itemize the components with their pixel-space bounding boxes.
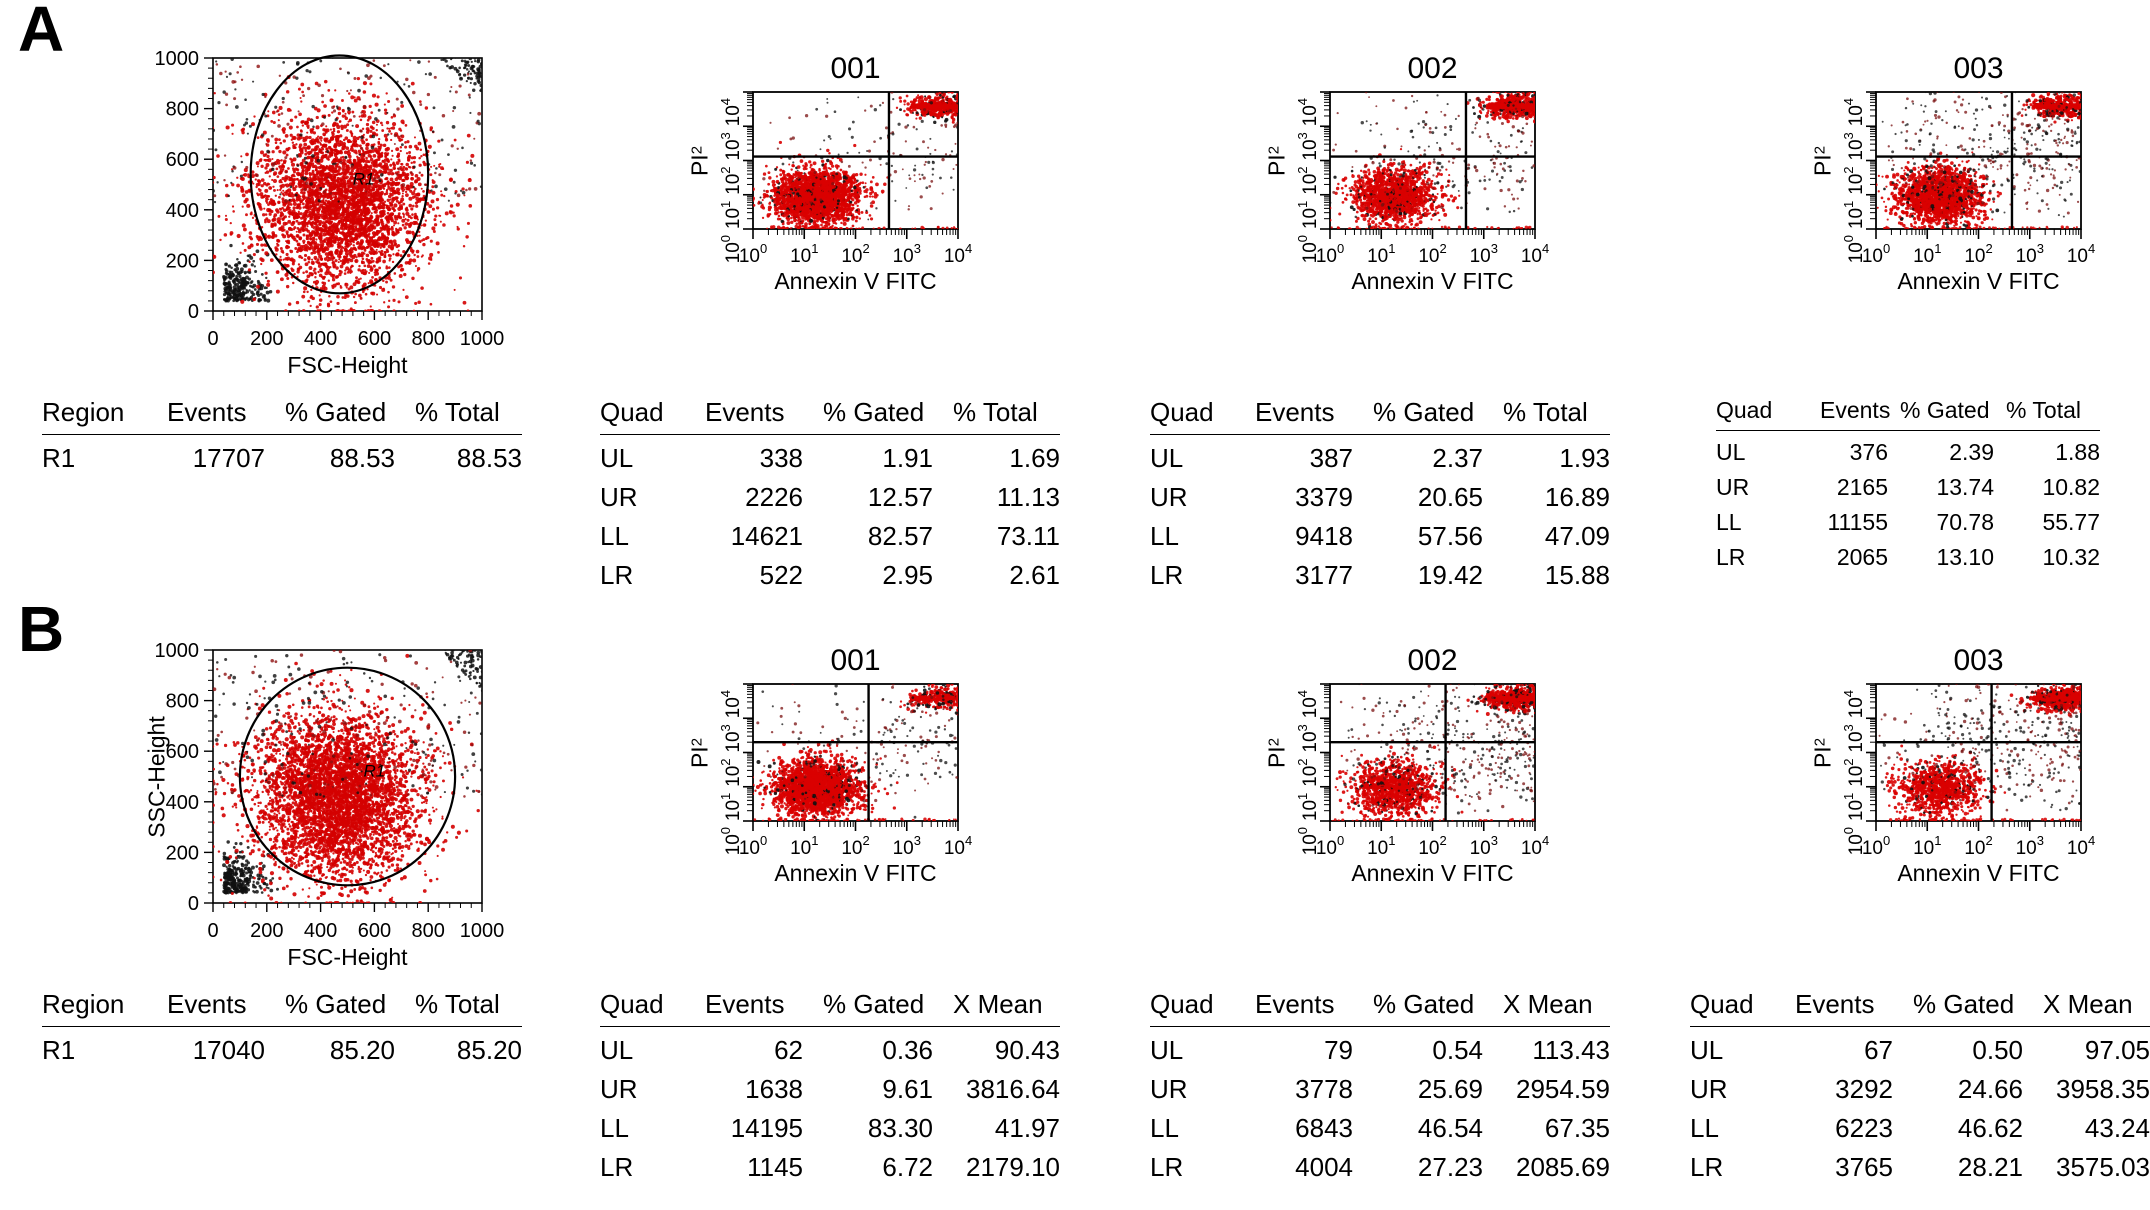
svg-text:600: 600 bbox=[358, 920, 391, 942]
svg-text:400: 400 bbox=[304, 328, 337, 350]
svg-text:0: 0 bbox=[188, 301, 199, 323]
svg-text:400: 400 bbox=[304, 920, 337, 942]
svg-text:R1: R1 bbox=[353, 170, 375, 189]
svg-text:200: 200 bbox=[166, 842, 199, 864]
svg-text:800: 800 bbox=[412, 328, 445, 350]
svg-text:600: 600 bbox=[166, 741, 199, 763]
svg-text:200: 200 bbox=[250, 328, 283, 350]
svg-text:0: 0 bbox=[188, 893, 199, 915]
svg-text:1000: 1000 bbox=[155, 48, 200, 70]
svg-text:800: 800 bbox=[412, 920, 445, 942]
svg-text:800: 800 bbox=[166, 99, 199, 121]
svg-text:FSC-Height: FSC-Height bbox=[287, 944, 408, 970]
svg-text:0: 0 bbox=[207, 328, 218, 350]
svg-text:FSC-Height: FSC-Height bbox=[287, 352, 408, 378]
svg-text:0: 0 bbox=[207, 920, 218, 942]
svg-text:400: 400 bbox=[166, 200, 199, 222]
svg-text:600: 600 bbox=[358, 328, 391, 350]
svg-text:200: 200 bbox=[166, 250, 199, 272]
svg-text:1000: 1000 bbox=[155, 640, 200, 662]
svg-text:1000: 1000 bbox=[460, 920, 505, 942]
svg-text:400: 400 bbox=[166, 792, 199, 814]
svg-text:200: 200 bbox=[250, 920, 283, 942]
svg-text:800: 800 bbox=[166, 691, 199, 713]
svg-text:1000: 1000 bbox=[460, 328, 505, 350]
svg-text:600: 600 bbox=[166, 149, 199, 171]
